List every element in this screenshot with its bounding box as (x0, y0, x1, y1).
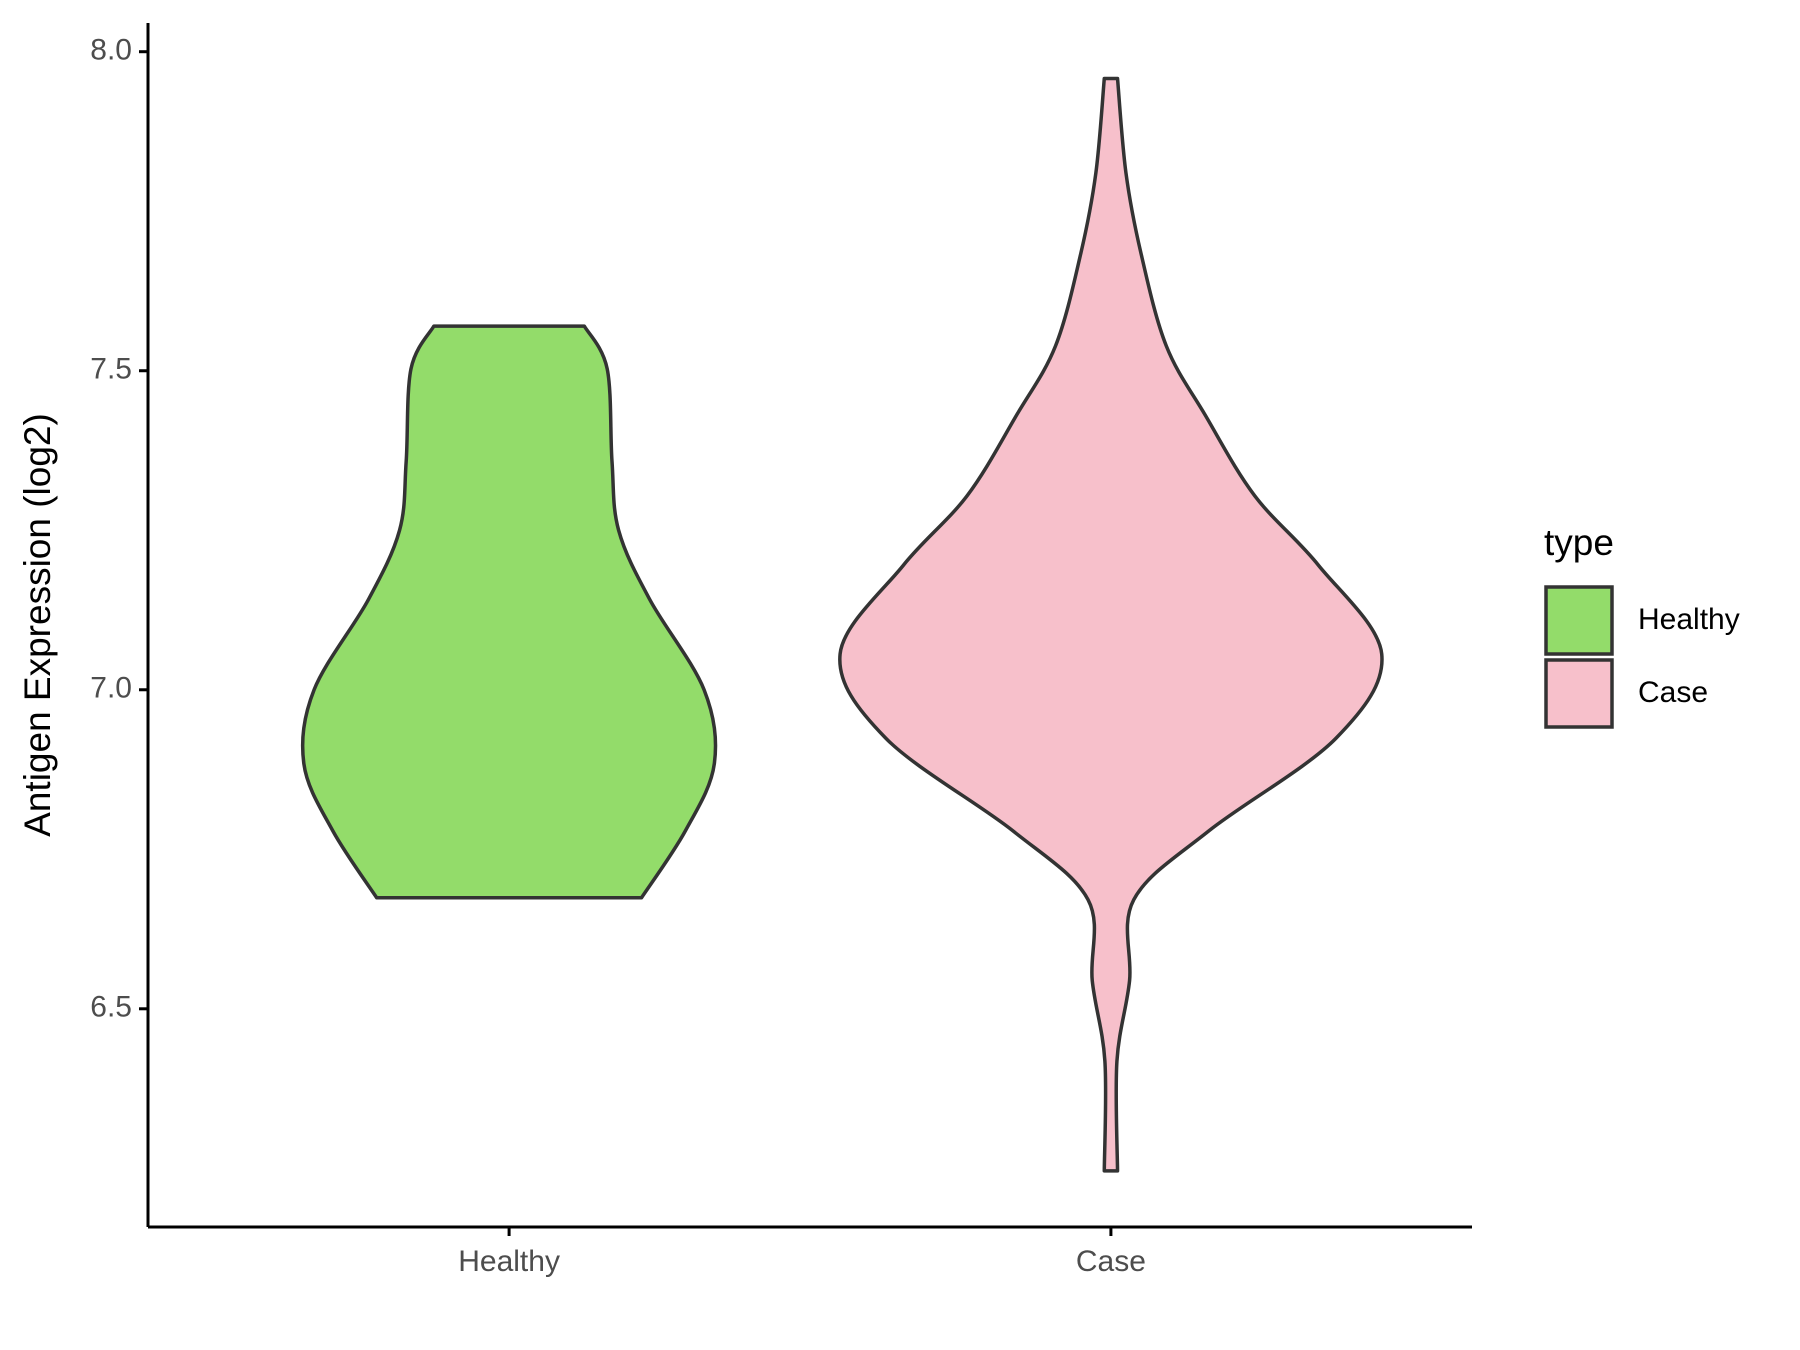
y-tick-label: 7.0 (90, 672, 132, 705)
legend-label: Healthy (1638, 603, 1740, 636)
x-tick-label: Case (1076, 1245, 1146, 1278)
violin (838, 76, 1384, 1173)
y-tick-label: 6.5 (90, 991, 132, 1024)
legend-key (1544, 658, 1614, 729)
y-tick-label: 7.5 (90, 353, 132, 386)
violin (300, 324, 718, 900)
legend-label: Case (1638, 676, 1708, 709)
y-axis-title: Antigen Expression (log2) (17, 413, 58, 837)
y-tick-label: 8.0 (90, 34, 132, 67)
legend-title: type (1544, 522, 1614, 563)
x-tick-label: Healthy (458, 1245, 560, 1278)
legend-key (1544, 585, 1614, 656)
